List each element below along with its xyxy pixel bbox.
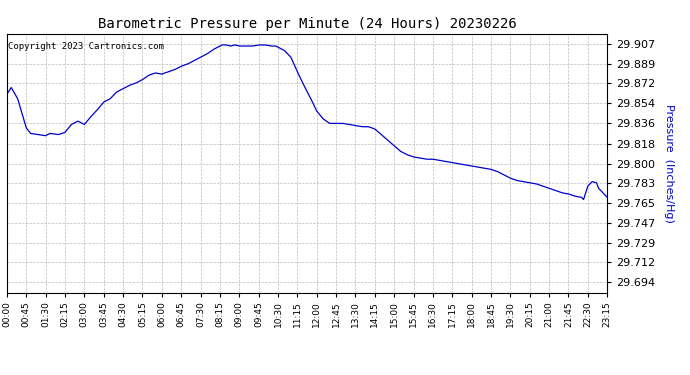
Y-axis label: Pressure  (Inches/Hg): Pressure (Inches/Hg)	[664, 104, 674, 223]
Text: Copyright 2023 Cartronics.com: Copyright 2023 Cartronics.com	[8, 42, 164, 51]
Title: Barometric Pressure per Minute (24 Hours) 20230226: Barometric Pressure per Minute (24 Hours…	[98, 17, 516, 31]
